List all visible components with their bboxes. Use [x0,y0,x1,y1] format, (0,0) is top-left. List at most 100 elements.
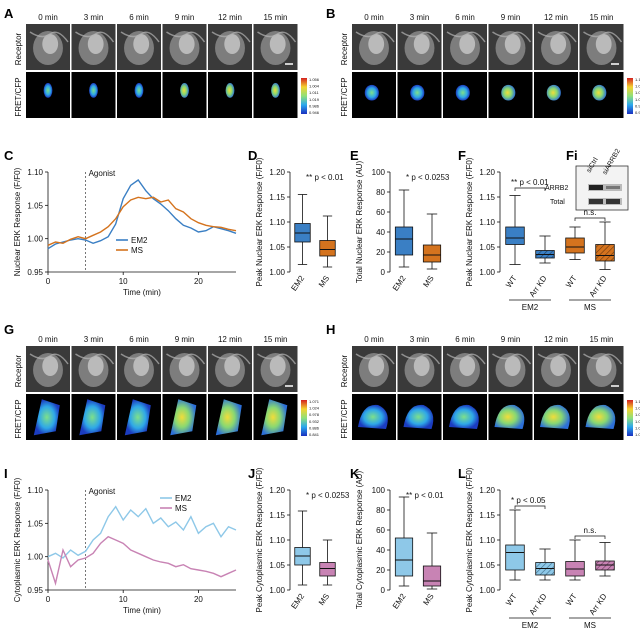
category-label: WT [564,274,579,289]
panel-label-e: E [350,148,359,163]
y-tick-label: 40 [376,228,385,237]
timepoint-label: 12 min [218,335,242,344]
y-tick-label: 100 [372,486,386,495]
fret-nucleus [546,84,561,101]
colorbar-tick: 1.004 [309,84,320,89]
y-tick-label: 1.20 [269,486,285,495]
y-axis-label: Nuclear ERK Response (F/F0) [13,167,22,276]
colorbar-tick: 0.841 [309,432,320,437]
category-label: WT [504,592,519,607]
x-tick-label: 10 [119,595,128,604]
y-tick-label: 1.05 [479,243,495,252]
colorbar-tick: 1.056 [309,77,320,82]
fret-cytoplasm [170,399,197,436]
y-tick-label: 1.00 [479,268,495,277]
colorbar-tick: 1.073 [635,90,640,95]
colorbar-tick: 1.018 [635,432,640,437]
colorbar-tick: 0.968 [635,103,640,108]
receptor-process [211,353,251,365]
box-ms [422,244,442,263]
category-label: EM2 [289,592,306,611]
row-label-fret: FRET/CFP [14,77,23,116]
row-label-receptor: Receptor [14,354,23,387]
receptor-process [166,353,206,365]
y-tick-label: 1.00 [269,268,285,277]
charts-layer: 0.95 1.00 1.05 1.10 0 10 20 Time (min) Nuclear E… [13,157,615,630]
microscopy-panels: 0 min 3 min 6 min 9 min 12 min 15 min Receptor… [14,13,640,440]
timepoint-label: 9 min [175,335,195,344]
fret-cytoplasm [540,404,570,429]
y-tick-label: 20 [376,248,385,257]
timepoint-label: 0 min [38,335,58,344]
y-tick-label: 1.10 [269,536,285,545]
y-tick-label: 1.00 [269,586,285,595]
box-em2 [394,537,414,577]
receptor-process [583,353,623,365]
receptor-process [446,353,486,365]
group-label: EM2 [522,303,539,312]
significance-label: ** p < 0.01 [306,173,344,182]
box-em2-wt [505,226,525,245]
timepoint-label: 15 min [589,335,613,344]
category-label: EM2 [391,274,408,293]
colorbar-tick: 0.986 [309,103,320,108]
legend-label: MS [175,504,187,513]
receptor-cell-bright [413,356,430,376]
significance-label: n.s. [584,526,597,535]
panel-label-j: J [248,466,255,481]
y-tick-label: 20 [376,566,385,575]
legend-label: EM2 [131,236,148,245]
receptor-process [257,31,297,43]
receptor-cell-bright [595,356,612,376]
fret-nucleus [134,83,144,98]
receptor-process [120,31,160,43]
timepoint-label: 15 min [263,13,287,22]
panel-a: 0 min 3 min 6 min 9 min 12 min 15 min Receptor… [14,13,320,118]
colorbar-tick: 1.157 [635,77,640,82]
colorbar-tick: 0.932 [309,419,320,424]
receptor-cell-bright [459,356,476,376]
agonist-label: Agonist [89,169,116,178]
row-label-receptor: Receptor [340,32,349,65]
receptor-process [211,31,251,43]
fret-cytoplasm [79,399,106,436]
series-line-em2 [47,505,237,559]
panel-g: 0 min 3 min 6 min 9 min 12 min 15 min Receptor… [14,335,320,440]
colorbar-tick: 1.019 [309,97,320,102]
timepoint-label: 0 min [38,13,58,22]
receptor-process [401,353,441,365]
colorbar-tick: 1.018 [635,425,640,430]
box-ms [319,562,336,577]
receptor-cell-bright [178,34,195,54]
timepoint-label: 15 min [589,13,613,22]
receptor-cell-bright [133,34,150,54]
significance-bracket [574,217,606,221]
x-tick-label: 20 [194,277,203,286]
y-tick-label: 0.95 [27,586,43,595]
fret-nucleus [180,83,189,98]
y-tick-label: 60 [376,208,385,217]
y-tick-label: 1.10 [479,218,495,227]
timepoint-label: 0 min [364,13,384,22]
row-label-fret: FRET/CFP [14,399,23,438]
category-label: Arr KD [588,592,609,617]
receptor-process [355,353,395,365]
row-label-fret: FRET/CFP [340,77,349,116]
y-axis-label: Total Cytoplasmic ERK Response (AU) [355,471,364,610]
panel-label-g: G [4,322,14,337]
y-tick-label: 1.15 [479,193,495,202]
fret-cytoplasm [33,399,60,436]
receptor-process [75,353,115,365]
timepoint-label: 6 min [455,13,475,22]
chart-c: 0.95 1.00 1.05 1.10 0 10 20 Time (min) Nuclear E… [13,167,237,297]
y-tick-label: 1.20 [269,168,285,177]
panel-label-h: H [326,322,335,337]
significance-label: * p < 0.0253 [306,491,350,500]
panel-label-i: I [4,466,8,481]
category-label: MS [317,592,331,607]
receptor-process [257,353,297,365]
fret-nucleus [501,84,516,101]
fret-cytoplasm [403,404,434,429]
panel-label-d: D [248,148,257,163]
y-tick-label: 1.15 [479,511,495,520]
